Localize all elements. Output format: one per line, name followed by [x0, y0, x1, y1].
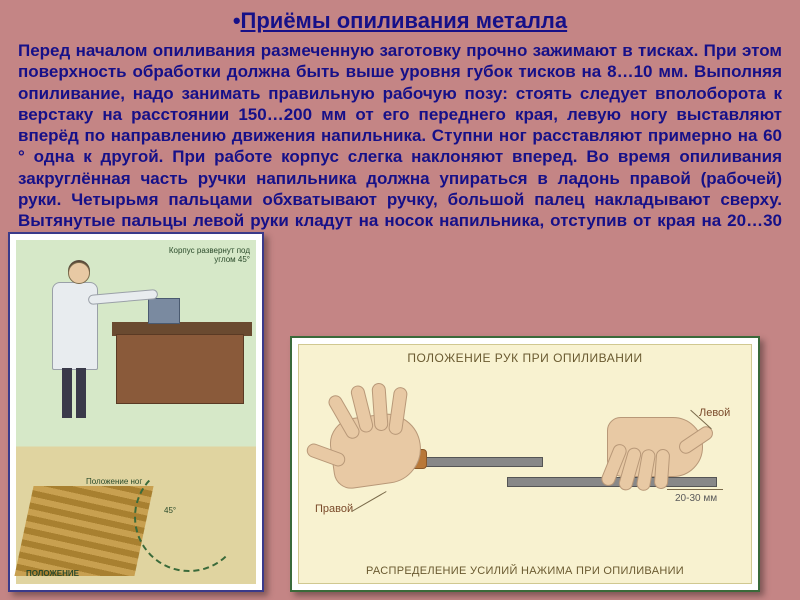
figure-hands-bottom-caption: РАСПРЕДЕЛЕНИЕ УСИЛИЙ НАЖИМА ПРИ ОПИЛИВАН…: [299, 565, 751, 577]
floor-mat: [14, 486, 153, 576]
vise-icon: [148, 298, 180, 324]
left-hand-grip: Левой 20-30 мм: [527, 389, 737, 529]
figure-posture-canvas: Корпус развернут под углом 45° 45° Полож…: [16, 240, 256, 584]
left-hand-tag: Левой: [699, 407, 730, 419]
workbench: [116, 334, 244, 404]
figure-posture: Корпус развернут под углом 45° 45° Полож…: [8, 232, 264, 592]
foot-angle-diagram: 45°: [134, 462, 244, 572]
figure-hands: ПОЛОЖЕНИЕ РУК ПРИ ОПИЛИВАНИИ Правой Лево…: [290, 336, 760, 592]
body-paragraph: Перед началом опиливания размеченную заг…: [0, 34, 800, 253]
feet-position-label: Положение ног: [86, 477, 142, 486]
figure-left-caption: ПОЛОЖЕНИЕ: [26, 569, 79, 578]
worker-figure: [40, 262, 110, 402]
angle-45-label: 45°: [164, 506, 176, 515]
corner-angle-label: Корпус развернут под углом 45°: [160, 246, 250, 264]
right-hand-grip: Правой: [313, 379, 513, 519]
offset-dimension: 20-30 мм: [675, 493, 717, 504]
slide-title: Приёмы опиливания металла: [0, 0, 800, 34]
figure-hands-title: ПОЛОЖЕНИЕ РУК ПРИ ОПИЛИВАНИИ: [299, 345, 751, 365]
figure-hands-canvas: ПОЛОЖЕНИЕ РУК ПРИ ОПИЛИВАНИИ Правой Лево…: [298, 344, 752, 584]
right-hand-tag: Правой: [315, 503, 353, 515]
